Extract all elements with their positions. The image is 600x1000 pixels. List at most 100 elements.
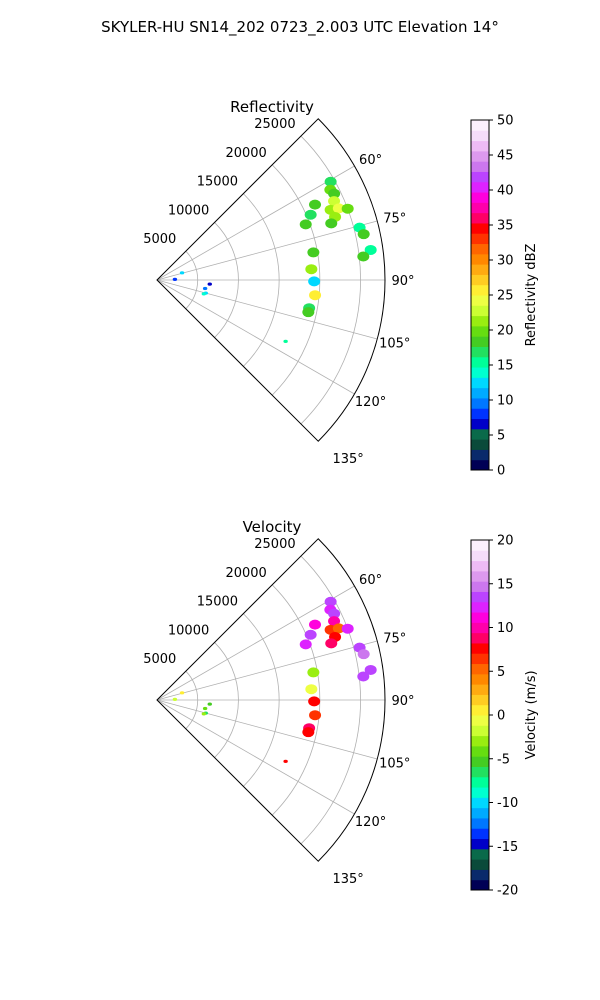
colorbar-segment	[471, 192, 489, 203]
colorbar-tick-label: 15	[497, 359, 514, 374]
colorbar-segment	[471, 540, 489, 551]
velocity-panel: Velocity500010000150002000025000Meters60…	[143, 518, 539, 899]
range-tick-label: 5000	[143, 232, 176, 247]
angle-tick-label: 105°	[379, 337, 410, 352]
echo-mark	[308, 276, 321, 287]
echo-mark	[309, 290, 322, 301]
colorbar-tick-label: 10	[497, 394, 514, 409]
colorbar-tick-label: -10	[497, 796, 518, 811]
echo-mark	[307, 667, 320, 678]
colorbar-segment	[471, 570, 489, 582]
range-tick-label: 5000	[143, 652, 176, 667]
colorbar-segment	[471, 581, 489, 592]
colorbar-segment	[471, 171, 489, 183]
echo-mark	[179, 271, 185, 275]
angular-gridline	[156, 220, 378, 281]
colorbar-segment	[471, 663, 489, 675]
range-tick-label: 25000	[254, 117, 295, 132]
echo-mark	[364, 664, 377, 675]
echo-mark	[202, 706, 208, 711]
colorbar-segment	[471, 161, 489, 172]
colorbar-segment	[471, 869, 489, 881]
colorbar-tick-label: 45	[497, 149, 514, 164]
colorbar-tick-label: 5	[497, 665, 505, 680]
range-ring	[185, 670, 199, 730]
figure-suptitle: SKYLER-HU SN14_202 0723_2.003 UTC Elevat…	[101, 18, 499, 37]
angle-tick-label: 75°	[383, 211, 406, 226]
colorbar-segment	[471, 120, 489, 131]
colorbar-segment	[471, 848, 489, 860]
colorbar-tick-label: -20	[497, 884, 518, 899]
echo-mark	[305, 684, 318, 695]
echo-mark	[324, 176, 337, 187]
range-ring	[214, 642, 239, 758]
colorbar-segment	[471, 828, 489, 840]
colorbar-segment	[471, 325, 489, 337]
colorbar-segment	[471, 428, 489, 440]
colorbar-tick-label: -5	[497, 752, 510, 767]
colorbar-segment	[471, 550, 489, 562]
colorbar-tick-label: 10	[497, 621, 514, 636]
colorbar-segment	[471, 459, 489, 471]
echo-mark	[283, 339, 288, 343]
echo-mark	[307, 247, 320, 258]
colorbar-segment	[471, 817, 489, 829]
colorbar-segment	[471, 756, 489, 767]
colorbar-segment	[471, 704, 489, 716]
colorbar-segment	[471, 632, 489, 644]
colorbar-segment	[471, 336, 489, 347]
angle-tick-label: 105°	[379, 757, 410, 772]
echo-mark	[332, 623, 345, 634]
angular-gridline	[156, 699, 355, 815]
colorbar-segment	[471, 264, 489, 275]
range-ring	[185, 250, 199, 310]
colorbar-segment	[471, 202, 489, 214]
echo-mark	[201, 292, 207, 296]
echo-mark	[309, 199, 322, 210]
colorbar-segment	[471, 735, 489, 747]
angle-tick-label: 60°	[359, 573, 382, 588]
sector-frame	[156, 118, 386, 442]
echo-mark	[299, 219, 312, 230]
range-ring	[214, 222, 239, 338]
colorbar-tick-label: 35	[497, 219, 514, 234]
colorbar-segment	[471, 253, 489, 265]
colorbar-segment	[471, 684, 489, 695]
range-tick-label: 20000	[225, 566, 266, 581]
angle-tick-label: 120°	[355, 395, 386, 410]
colorbar-tick-label: 5	[497, 429, 505, 444]
colorbar-segment	[471, 449, 489, 461]
panel-title: Velocity	[243, 518, 302, 536]
echo-mark	[305, 264, 318, 275]
colorbar-segment	[471, 787, 489, 798]
colorbar-segment	[471, 838, 489, 850]
angle-tick-label: 60°	[359, 153, 382, 168]
echo-mark	[309, 619, 322, 630]
colorbar-tick-label: 30	[497, 254, 514, 269]
range-ring	[243, 613, 280, 787]
range-ring	[243, 193, 280, 367]
angle-tick-label: 75°	[383, 631, 406, 646]
echo-mark	[299, 639, 312, 650]
colorbar-segment	[471, 130, 489, 142]
echo-mark	[302, 727, 315, 738]
range-tick-label: 10000	[168, 623, 209, 638]
colorbar-tick-label: 50	[497, 114, 514, 129]
colorbar-segment	[471, 346, 489, 358]
echo-mark	[207, 282, 212, 286]
colorbar-segment	[471, 673, 489, 685]
colorbar-segment	[471, 797, 489, 809]
colorbar-tick-label: 20	[497, 534, 514, 549]
echo-mark	[304, 209, 317, 220]
range-ring	[300, 555, 361, 845]
echo-mark	[357, 251, 370, 262]
colorbar-segment	[471, 715, 489, 726]
angle-tick-label: 90°	[391, 274, 414, 289]
range-tick-label: 10000	[168, 203, 209, 218]
colorbar-tick-label: 0	[497, 709, 505, 724]
angular-gridline	[156, 165, 355, 281]
colorbar-tick-label: -15	[497, 840, 518, 855]
colorbar-segment	[471, 243, 489, 255]
echo-mark	[364, 244, 377, 255]
colorbar-segment	[471, 694, 489, 706]
